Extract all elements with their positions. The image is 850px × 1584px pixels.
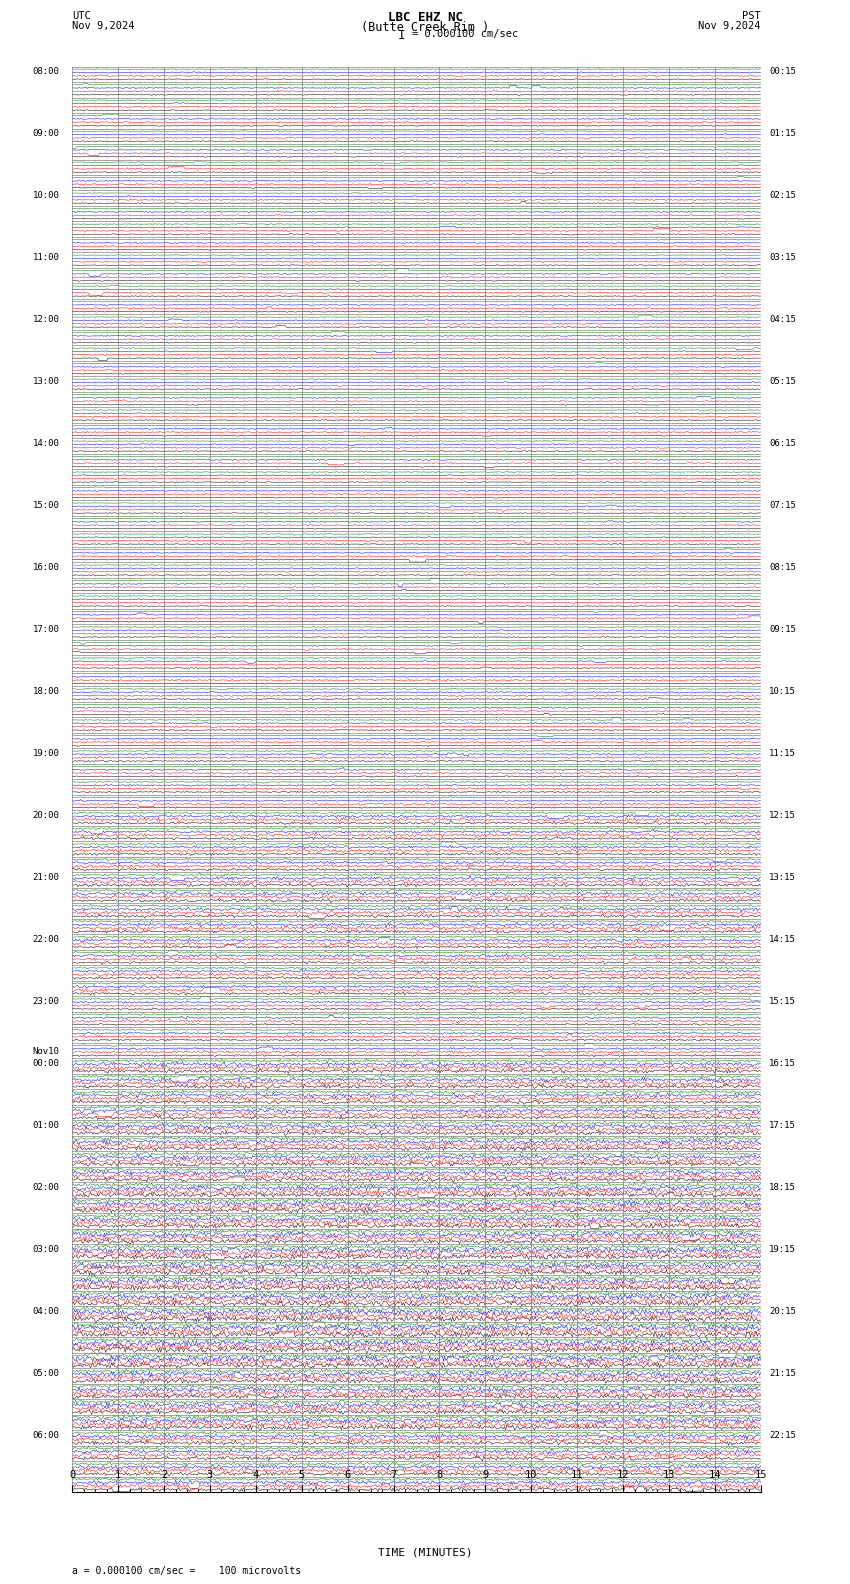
Text: 15:15: 15:15 — [769, 996, 796, 1006]
Text: 03:00: 03:00 — [32, 1245, 60, 1255]
Text: 10:15: 10:15 — [769, 687, 796, 695]
Text: 15:00: 15:00 — [32, 501, 60, 510]
Text: 18:00: 18:00 — [32, 687, 60, 695]
Text: 19:15: 19:15 — [769, 1245, 796, 1255]
Text: 00:00: 00:00 — [32, 1058, 60, 1068]
Text: 22:00: 22:00 — [32, 935, 60, 944]
Text: UTC: UTC — [72, 11, 91, 21]
Text: (Butte Creek Rim ): (Butte Creek Rim ) — [361, 21, 489, 33]
Text: 02:00: 02:00 — [32, 1183, 60, 1191]
Text: 14:15: 14:15 — [769, 935, 796, 944]
Text: 02:15: 02:15 — [769, 192, 796, 200]
Text: LBC EHZ NC: LBC EHZ NC — [388, 11, 462, 24]
Text: 11:00: 11:00 — [32, 253, 60, 261]
Text: 10:00: 10:00 — [32, 192, 60, 200]
Text: 04:00: 04:00 — [32, 1307, 60, 1316]
Text: 16:00: 16:00 — [32, 562, 60, 572]
Text: Nov 9,2024: Nov 9,2024 — [72, 21, 135, 30]
Text: 08:15: 08:15 — [769, 562, 796, 572]
Text: I: I — [398, 29, 405, 43]
Text: 13:00: 13:00 — [32, 377, 60, 386]
Text: 03:15: 03:15 — [769, 253, 796, 261]
Text: 21:00: 21:00 — [32, 873, 60, 882]
Text: 06:00: 06:00 — [32, 1430, 60, 1440]
Text: 08:00: 08:00 — [32, 67, 60, 76]
Text: 05:00: 05:00 — [32, 1369, 60, 1378]
Text: Nov 9,2024: Nov 9,2024 — [698, 21, 761, 30]
Text: 21:15: 21:15 — [769, 1369, 796, 1378]
Text: 22:15: 22:15 — [769, 1430, 796, 1440]
Text: TIME (MINUTES): TIME (MINUTES) — [377, 1548, 473, 1557]
Text: 19:00: 19:00 — [32, 749, 60, 759]
Text: 18:15: 18:15 — [769, 1183, 796, 1191]
Text: PST: PST — [742, 11, 761, 21]
Text: 17:15: 17:15 — [769, 1121, 796, 1129]
Text: Nov10: Nov10 — [32, 1047, 60, 1057]
Text: 23:00: 23:00 — [32, 996, 60, 1006]
Text: = 0.000100 cm/sec: = 0.000100 cm/sec — [412, 29, 518, 40]
Text: 09:00: 09:00 — [32, 130, 60, 138]
Text: 12:15: 12:15 — [769, 811, 796, 821]
Text: 11:15: 11:15 — [769, 749, 796, 759]
Text: 05:15: 05:15 — [769, 377, 796, 386]
Text: 20:15: 20:15 — [769, 1307, 796, 1316]
Text: 04:15: 04:15 — [769, 315, 796, 325]
Text: 16:15: 16:15 — [769, 1058, 796, 1068]
Text: 06:15: 06:15 — [769, 439, 796, 448]
Text: 14:00: 14:00 — [32, 439, 60, 448]
Text: 20:00: 20:00 — [32, 811, 60, 821]
Text: 17:00: 17:00 — [32, 626, 60, 634]
Text: 07:15: 07:15 — [769, 501, 796, 510]
Text: 12:00: 12:00 — [32, 315, 60, 325]
Text: 01:00: 01:00 — [32, 1121, 60, 1129]
Text: 13:15: 13:15 — [769, 873, 796, 882]
Text: 01:15: 01:15 — [769, 130, 796, 138]
Text: 09:15: 09:15 — [769, 626, 796, 634]
Text: a = 0.000100 cm/sec =    100 microvolts: a = 0.000100 cm/sec = 100 microvolts — [72, 1567, 302, 1576]
Text: 00:15: 00:15 — [769, 67, 796, 76]
